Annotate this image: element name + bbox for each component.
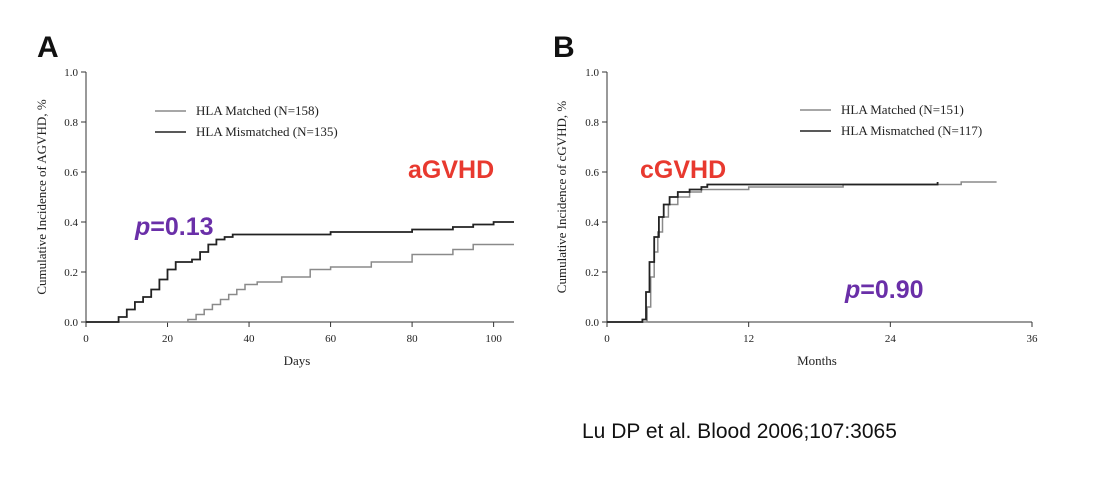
panel-a: A 0.0 0.2 0.4 0.6 0.8 1.0 0 20 40 60 80 100 Days C… — [34, 31, 514, 368]
legend-label-mismatched-b: HLA Mismatched (N=117) — [841, 123, 982, 138]
y-ticks-a: 0.0 0.2 0.4 0.6 0.8 1.0 — [64, 67, 86, 329]
legend-b: HLA Matched (N=151) HLA Mismatched (N=11… — [800, 102, 982, 138]
x-tick-label-a: 100 — [485, 333, 502, 345]
annotation-p-value-b: p=0.90 — [844, 276, 924, 304]
x-tick-label-a: 80 — [407, 333, 419, 345]
x-tick-label-a: 60 — [325, 333, 337, 345]
x-tick-label-a: 0 — [83, 333, 89, 345]
y-axis-label-a: Cumulative Incidence of AGVHD, % — [34, 99, 49, 294]
y-tick-label-b: 0.2 — [585, 267, 599, 279]
y-tick-label-b: 0.6 — [585, 167, 599, 179]
x-tick-label-b: 24 — [885, 333, 897, 345]
annotation-cgvhd: cGVHD — [640, 156, 726, 184]
x-tick-label-b: 0 — [604, 333, 610, 345]
x-tick-label-b: 36 — [1027, 333, 1039, 345]
legend-label-mismatched-a: HLA Mismatched (N=135) — [196, 124, 338, 139]
y-tick-label-b: 0.0 — [585, 317, 599, 329]
panel-label-a: A — [37, 31, 59, 64]
y-tick-label-a: 0.0 — [64, 317, 78, 329]
p-symbol-a: p — [134, 213, 150, 241]
y-tick-label-a: 1.0 — [64, 67, 78, 79]
x-tick-label-a: 20 — [162, 333, 174, 345]
x-tick-label-a: 40 — [244, 333, 256, 345]
x-axis-label-b: Months — [797, 353, 837, 368]
series-line-matched-b — [607, 181, 997, 323]
y-tick-label-a: 0.4 — [64, 217, 78, 229]
series-group-b — [607, 181, 997, 323]
panel-label-b: B — [553, 31, 575, 64]
y-tick-label-b: 1.0 — [585, 67, 599, 79]
legend-label-matched-b: HLA Matched (N=151) — [841, 102, 964, 117]
series-line-mismatched-b — [607, 182, 939, 323]
y-tick-label-a: 0.6 — [64, 167, 78, 179]
series-line-mismatched-a — [86, 221, 514, 323]
x-ticks-b: 0 12 24 36 — [604, 322, 1038, 345]
y-tick-label-a: 0.2 — [64, 267, 78, 279]
annotation-p-value-a: p=0.13 — [134, 213, 214, 241]
legend-a: HLA Matched (N=158) HLA Mismatched (N=13… — [155, 103, 338, 139]
p-symbol-b: p — [844, 276, 860, 304]
y-axis-label-b: Cumulative Incidence of cGVHD, % — [554, 101, 569, 294]
citation: Lu DP et al. Blood 2006;107:3065 — [582, 420, 897, 443]
y-tick-label-b: 0.4 — [585, 217, 599, 229]
p-value-a: =0.13 — [150, 213, 213, 241]
series-group-a — [86, 221, 514, 323]
p-value-b: =0.90 — [860, 276, 923, 304]
y-ticks-b: 0.0 0.2 0.4 0.6 0.8 1.0 — [585, 67, 607, 329]
x-tick-label-b: 12 — [743, 333, 754, 345]
x-axis-label-a: Days — [284, 353, 311, 368]
x-ticks-a: 0 20 40 60 80 100 — [83, 322, 502, 345]
y-tick-label-a: 0.8 — [64, 117, 78, 129]
y-tick-label-b: 0.8 — [585, 117, 599, 129]
annotation-agvhd: aGVHD — [408, 156, 494, 184]
panel-b: B 0.0 0.2 0.4 0.6 0.8 1.0 0 12 24 36 Months Cumu… — [553, 31, 1038, 368]
legend-label-matched-a: HLA Matched (N=158) — [196, 103, 319, 118]
series-line-matched-a — [86, 243, 514, 323]
